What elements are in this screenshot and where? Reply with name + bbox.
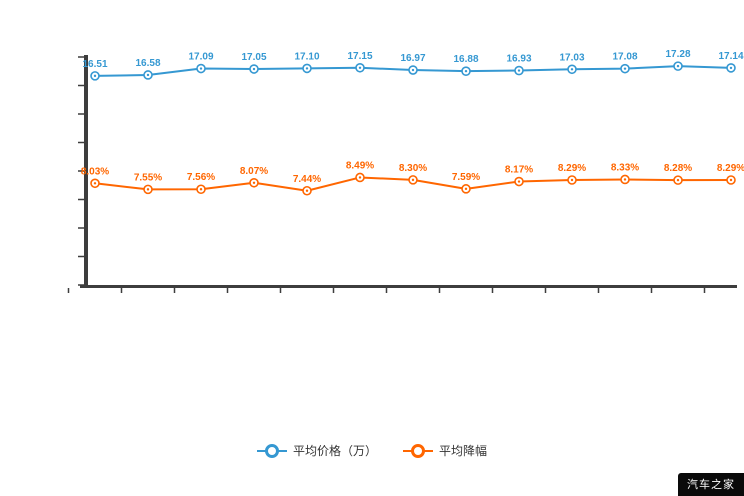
x-axis-tick [120,288,123,293]
data-point-center [199,188,203,191]
data-point-center [676,178,680,182]
data-point-center [623,67,627,70]
y-axis-tick [78,141,84,144]
data-point-center [305,189,309,192]
data-point-label: 8.07% [240,166,268,177]
x-axis-tick [385,288,388,293]
data-point-center [570,178,574,182]
legend-item-avg-price[interactable]: 平均价格（万） [256,442,377,459]
data-point-center [464,187,468,191]
data-point-center [199,67,203,70]
data-point-label: 17.15 [347,51,372,62]
x-axis-tick [650,288,653,293]
data-point-center [517,180,521,183]
x-axis-tick [332,288,335,293]
x-axis-tick [597,288,600,293]
data-point-label: 16.88 [453,54,478,65]
data-point-label: 7.55% [134,172,162,183]
x-axis-tick [67,288,70,293]
data-point-label: 16.58 [135,58,160,69]
data-point-center [93,74,97,78]
data-point-center [570,68,574,71]
data-point-label: 16.51 [82,59,107,70]
series-0: 16.51 16.58 17.09 17.05 17.10 17.15 16.97 16.88… [82,49,744,81]
x-axis-tick [703,288,706,293]
data-point-label: 17.14 [718,51,743,62]
chart-legend: 平均价格（万） 平均降幅 [0,442,744,459]
series-1: 8.03% 7.55% 7.56% 8.07% 7.44% 8.49% 8.30% 7.59%… [81,160,744,196]
data-point-center [729,178,733,182]
x-axis-tick [438,288,441,293]
legend-label: 平均价格（万） [292,444,377,458]
y-axis [84,55,88,288]
data-point-center [517,69,521,72]
x-axis-tick [279,288,282,293]
x-axis-tick [226,288,229,293]
data-point-center [93,182,97,185]
data-point-center [729,66,733,70]
data-point-center [146,73,150,77]
y-axis-tick [78,84,84,87]
y-axis-tick [78,227,84,229]
y-axis-tick [78,113,84,115]
data-point-center [358,176,362,179]
y-axis-tick [78,170,84,172]
data-point-label: 7.59% [452,172,480,183]
data-point-center [358,66,362,69]
data-point-label: 8.17% [505,165,533,176]
data-point-label: 17.05 [241,52,266,63]
data-point-label: 8.29% [558,163,586,174]
data-point-label: 17.08 [612,52,637,63]
data-point-label: 16.97 [400,53,425,64]
line-series-icon [256,443,287,458]
line-series-icon [403,443,433,458]
x-axis [80,285,737,288]
data-point-label: 17.28 [665,49,690,60]
data-point-label: 8.29% [717,163,744,174]
autohome-watermark: 汽车之家 [678,473,744,496]
data-point-label: 8.33% [611,162,639,173]
y-axis-tick [78,56,84,58]
data-point-label: 7.56% [187,172,215,183]
data-point-label: 8.03% [81,166,109,177]
data-point-center [146,188,150,191]
data-point-label: 17.09 [188,52,213,63]
data-point-center [623,178,627,181]
data-point-label: 16.93 [506,54,531,65]
data-point-center [464,69,468,73]
legend-item-avg-discount[interactable]: 平均降幅 [403,442,487,459]
data-point-center [411,68,415,72]
data-point-label: 8.28% [664,163,692,174]
x-axis-tick [491,288,494,293]
data-point-center [676,64,680,68]
x-axis-tick [544,288,547,293]
data-point-label: 17.10 [294,51,319,62]
data-point-label: 8.30% [399,163,427,174]
data-point-center [305,67,309,70]
y-axis-tick [78,198,84,201]
y-axis-tick [78,284,84,286]
legend-label: 平均降幅 [439,444,488,458]
data-point-center [252,67,256,71]
data-point-label: 17.03 [559,52,584,63]
data-point-center [252,181,256,184]
data-point-label: 7.44% [293,174,321,185]
y-axis-tick [78,255,84,258]
data-point-label: 8.49% [346,160,374,171]
data-point-center [411,178,415,182]
x-axis-tick [173,288,176,293]
